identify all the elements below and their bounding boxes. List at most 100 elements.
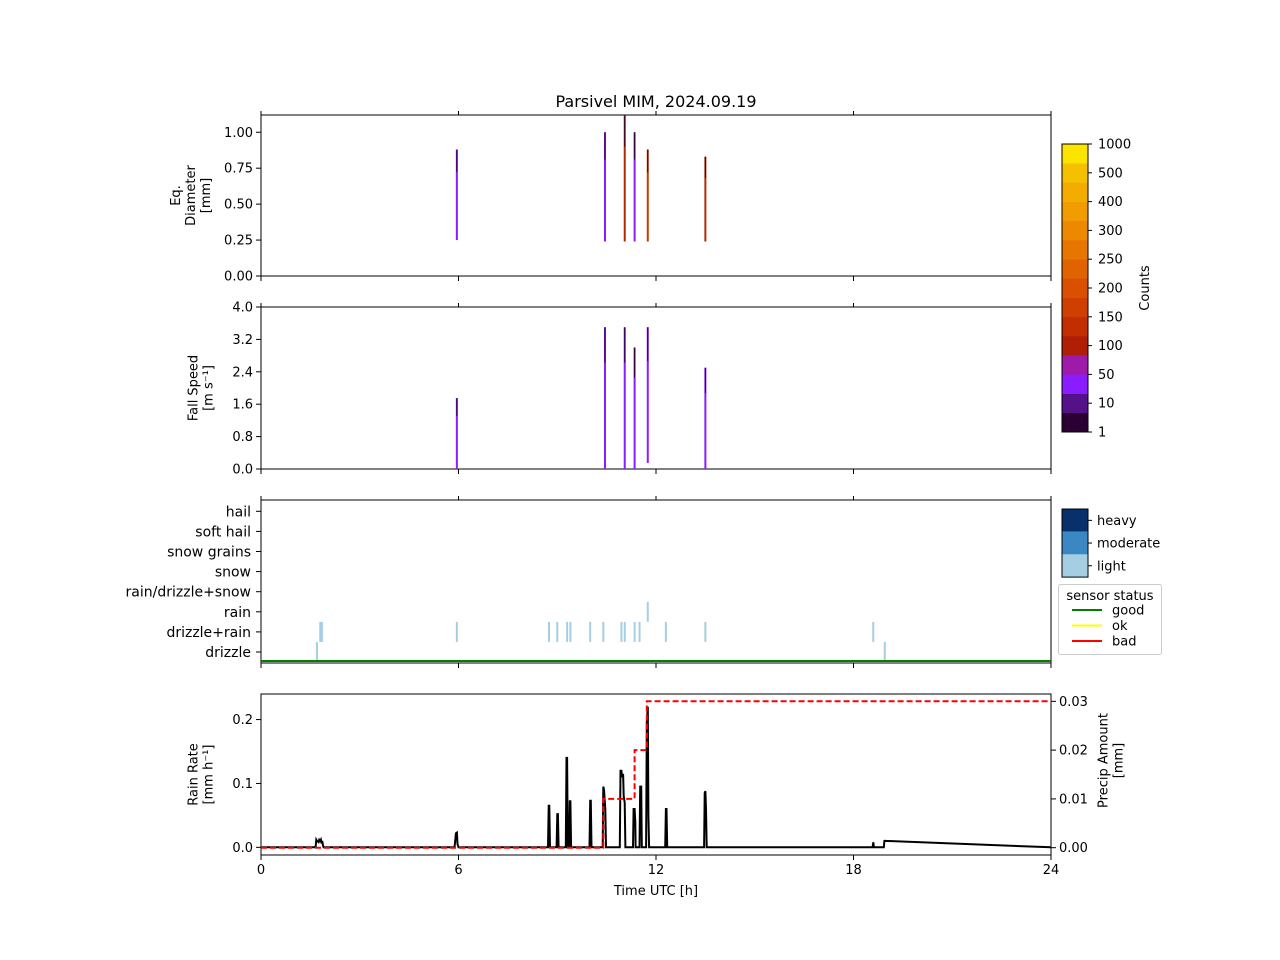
x-tick-label: 12 bbox=[648, 863, 665, 878]
fallspeed-panel: 0.0 0.8 1.6 2.4 3.2 4.0 Fall Speed[m s⁻¹] bbox=[187, 301, 1052, 478]
status-legend-label-ok: ok bbox=[1112, 619, 1128, 634]
colorbar-segment bbox=[1062, 259, 1088, 279]
weather-event-bar bbox=[620, 621, 623, 642]
weather-event-bar bbox=[872, 621, 875, 642]
precip-amount-line bbox=[261, 700, 1051, 849]
y-tick-label: 3.2 bbox=[232, 333, 253, 348]
colorbar-segment bbox=[1062, 201, 1088, 222]
weather-event-bar bbox=[315, 642, 318, 662]
y2-tick-label: 0.02 bbox=[1059, 744, 1088, 759]
heatmap-column-core bbox=[634, 132, 636, 160]
weather-event-bar bbox=[638, 621, 641, 642]
colorbar-tick-label: 100 bbox=[1098, 339, 1123, 354]
axes-frame bbox=[260, 114, 1052, 277]
intensity-swatch-light bbox=[1062, 554, 1088, 578]
colorbar-tick-label: 150 bbox=[1098, 310, 1123, 325]
axes-frame bbox=[260, 499, 1052, 664]
colorbar-segment bbox=[1062, 374, 1088, 394]
colorbar-segment bbox=[1062, 163, 1088, 183]
colorbar-segment bbox=[1062, 182, 1088, 202]
category-label: rain/drizzle+snow bbox=[126, 585, 251, 601]
y-tick-label: 0.0 bbox=[232, 841, 253, 856]
diameter-panel: 0.00 0.25 0.50 0.75 1.00 Eq.Diameter[mm] bbox=[169, 111, 1052, 285]
colorbar-tick-label: 10 bbox=[1098, 397, 1115, 412]
category-label: drizzle+rain bbox=[166, 625, 251, 641]
colorbar-segment bbox=[1062, 144, 1088, 164]
weather-event-bar bbox=[646, 601, 649, 622]
y-tick-label: 1.6 bbox=[232, 398, 253, 413]
heatmap-column-core bbox=[624, 115, 626, 147]
weather-event-bar bbox=[633, 621, 636, 642]
colorbar-segment bbox=[1062, 355, 1088, 375]
colorbar-label: Counts bbox=[1138, 265, 1153, 311]
colorbar-segment bbox=[1062, 336, 1088, 356]
intensity-label-heavy: heavy bbox=[1097, 514, 1137, 529]
category-label: soft hail bbox=[195, 524, 251, 540]
colorbar-segment bbox=[1062, 393, 1088, 414]
heatmap-column bbox=[646, 327, 649, 463]
intensity-swatch-heavy bbox=[1062, 509, 1088, 532]
y-tick-label: 2.4 bbox=[232, 365, 253, 380]
x-tick-label: 0 bbox=[257, 863, 265, 878]
weather-event-bar bbox=[664, 621, 667, 642]
y-tick-label: 1.00 bbox=[224, 126, 253, 141]
y-tick-label: 0.75 bbox=[224, 162, 253, 177]
colorbar-segment bbox=[1062, 412, 1088, 433]
counts-colorbar: 1 10 50 100 150 200 250 300 400 500 1000 Counts bbox=[1061, 138, 1153, 441]
heatmap-column-core bbox=[604, 327, 606, 363]
rain-rate-panel: 0.0 0.1 0.2 0.00 0.01 0.02 0.03 0 6 12 18 24 Time UT… bbox=[187, 693, 1127, 899]
colorbar-tick-label: 250 bbox=[1098, 253, 1123, 268]
y-axis-label: Fall Speed[m s⁻¹] bbox=[187, 355, 217, 421]
y-axis-label: Precip Amount[mm] bbox=[1097, 713, 1127, 808]
colorbar-tick-label: 300 bbox=[1098, 224, 1123, 239]
axes-frame bbox=[260, 693, 1052, 856]
y-tick-label: 0.00 bbox=[224, 270, 253, 285]
x-axis-label: Time UTC [h] bbox=[613, 884, 698, 899]
y-tick-label: 0.2 bbox=[232, 713, 253, 728]
weather-event-bar bbox=[883, 642, 886, 662]
colorbar-segment bbox=[1062, 278, 1088, 298]
status-legend-label-bad: bad bbox=[1112, 635, 1136, 650]
chart-title: Parsivel MIM, 2024.09.19 bbox=[555, 92, 756, 111]
heatmap-column-core bbox=[456, 398, 458, 416]
colorbar-segment bbox=[1062, 297, 1088, 318]
colorbar-segment bbox=[1062, 220, 1088, 241]
heatmap-column-core bbox=[647, 149, 649, 173]
intensity-frame bbox=[1061, 508, 1089, 578]
heatmap-column-core bbox=[604, 132, 606, 160]
heatmap-column bbox=[623, 327, 626, 469]
y-tick-label: 0.0 bbox=[232, 463, 253, 478]
intensity-label-moderate: moderate bbox=[1097, 537, 1160, 552]
category-label: drizzle bbox=[205, 645, 251, 661]
category-label: snow bbox=[215, 565, 251, 581]
heatmap-column-core bbox=[624, 327, 626, 363]
weather-event-bar bbox=[455, 621, 458, 642]
status-legend-box bbox=[1058, 584, 1162, 655]
weather-event-bar bbox=[623, 621, 626, 642]
heatmap-column bbox=[704, 367, 707, 469]
rain-rate-line bbox=[261, 706, 1052, 849]
axes-frame bbox=[260, 306, 1052, 470]
heatmap-column bbox=[646, 149, 649, 242]
y2-tick-label: 0.03 bbox=[1059, 695, 1088, 710]
heatmap-column bbox=[455, 149, 458, 241]
weather-event-bar bbox=[602, 621, 605, 642]
weather-event-bar bbox=[589, 621, 592, 642]
y-tick-label: 4.0 bbox=[232, 301, 253, 316]
colorbar-tick-label: 1 bbox=[1098, 426, 1106, 441]
weather-event-bar bbox=[704, 621, 707, 642]
colorbar-segment bbox=[1062, 240, 1088, 260]
weather-event-bar bbox=[548, 621, 551, 642]
heatmap-column bbox=[603, 327, 606, 469]
category-label: snow grains bbox=[167, 545, 251, 561]
intensity-label-light: light bbox=[1097, 559, 1126, 574]
heatmap-column bbox=[633, 347, 636, 469]
colorbar-tick-label: 400 bbox=[1098, 195, 1123, 210]
y-tick-label: 0.1 bbox=[232, 777, 253, 792]
status-legend-label-good: good bbox=[1112, 604, 1144, 619]
colorbar-tick-label: 50 bbox=[1098, 368, 1115, 383]
heatmap-column bbox=[603, 132, 606, 242]
colorbar-segment bbox=[1062, 316, 1088, 337]
